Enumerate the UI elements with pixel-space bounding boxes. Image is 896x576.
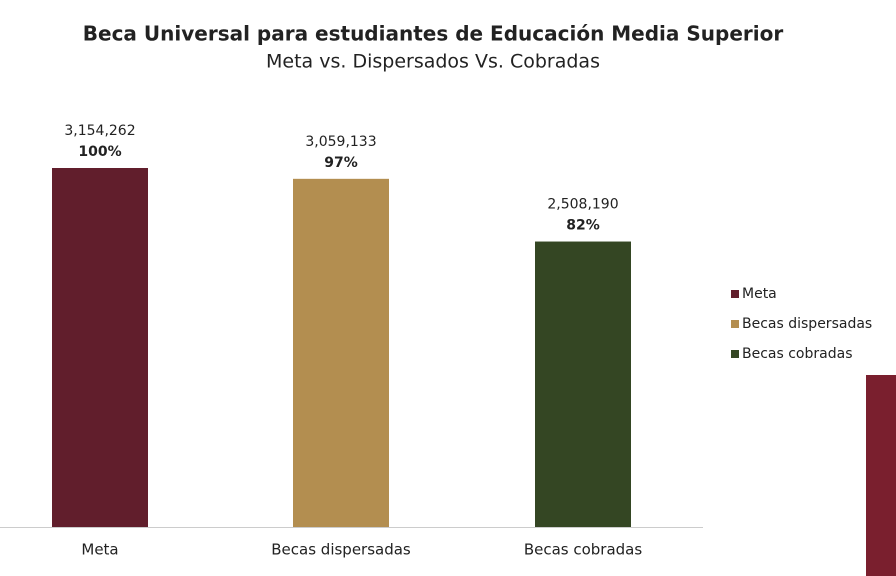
x-tick-label: Meta [81, 541, 118, 559]
percent-label: 97% [324, 155, 358, 171]
decoration [866, 375, 896, 576]
x-tick-label: Becas cobradas [524, 541, 643, 559]
value-label: 3,154,262 [64, 123, 135, 139]
legend-label: Becas dispersadas [742, 316, 872, 332]
x-tick-label: Becas dispersadas [271, 541, 411, 559]
bar [52, 168, 148, 527]
percent-label: 82% [566, 218, 600, 234]
value-label: 3,059,133 [305, 134, 376, 150]
chart-title: Beca Universal para estudiantes de Educa… [83, 22, 784, 46]
legend-label: Meta [742, 286, 777, 302]
value-label: 2,508,190 [547, 197, 618, 213]
legend-label: Becas cobradas [742, 346, 852, 362]
percent-label: 100% [78, 144, 121, 160]
chart-subtitle: Meta vs. Dispersados Vs. Cobradas [266, 51, 600, 73]
bar [535, 241, 631, 527]
legend-swatch [731, 320, 739, 328]
bar [293, 178, 389, 528]
legend-swatch [731, 350, 739, 358]
legend-swatch [731, 290, 739, 298]
